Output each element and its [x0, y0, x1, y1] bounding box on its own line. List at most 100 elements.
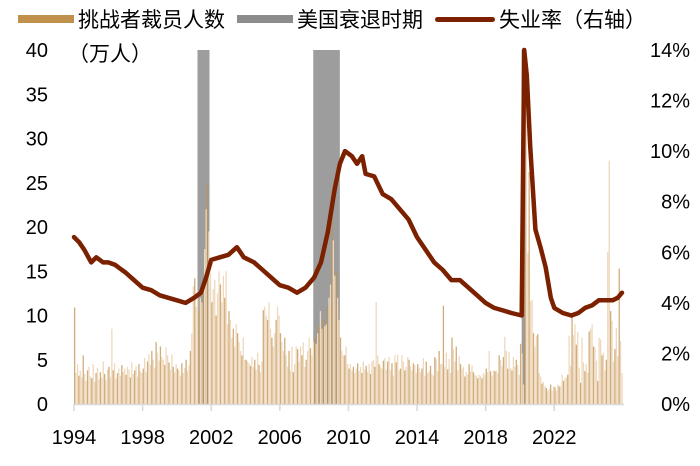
layoffs-bar — [428, 371, 430, 404]
layoffs-bar — [488, 350, 490, 404]
layoffs-bar — [191, 333, 193, 404]
layoffs-bar — [131, 362, 133, 404]
layoffs-bar — [465, 372, 467, 404]
layoffs-bar — [305, 359, 307, 404]
layoffs-bar — [414, 365, 416, 404]
left-y-tick-label: 15 — [26, 261, 48, 283]
layoffs-bar — [202, 280, 204, 404]
layoffs-bar — [255, 369, 257, 404]
layoffs-bar — [234, 346, 236, 404]
layoffs-bar — [211, 302, 213, 404]
layoffs-bar — [389, 370, 392, 404]
x-tick-label: 1994 — [52, 427, 97, 449]
layoffs-bar — [246, 361, 249, 404]
layoffs-bar — [484, 374, 486, 404]
layoffs-bar — [587, 373, 589, 404]
layoffs-bar — [192, 286, 194, 404]
layoffs-bar — [592, 346, 595, 404]
layoffs-bar — [477, 378, 479, 404]
legend-item-unemployment: 失业率（右轴） — [429, 4, 646, 34]
layoffs-bar — [329, 284, 332, 404]
layoffs-bar — [402, 361, 405, 404]
layoffs-bar — [189, 350, 192, 404]
layoffs-bar — [411, 370, 413, 404]
layoffs-bar — [299, 346, 302, 404]
layoffs-bar — [228, 311, 230, 404]
layoffs-bar — [459, 364, 462, 404]
layoffs-bar — [287, 366, 289, 404]
layoffs-bar — [112, 370, 114, 404]
layoffs-bar — [521, 353, 523, 404]
layoffs-bar — [315, 343, 317, 404]
right-y-tick-label: 2% — [661, 343, 690, 365]
layoffs-bar — [138, 364, 140, 404]
layoffs-bar — [555, 390, 557, 404]
layoffs-bar — [302, 342, 304, 404]
layoffs-bar — [175, 364, 177, 404]
layoffs-bar — [505, 350, 508, 404]
layoffs-bar — [377, 355, 379, 404]
layoffs-bar — [352, 366, 355, 404]
layoffs-bar — [318, 326, 320, 404]
layoffs-bar — [141, 373, 143, 404]
legend-label-layoffs: 挑战者裁员人数 — [78, 9, 225, 32]
layoffs-bar — [314, 337, 316, 404]
layoffs-bar — [461, 368, 463, 404]
layoffs-bar — [184, 367, 186, 404]
layoffs-bar — [324, 326, 326, 404]
layoffs-bar — [271, 337, 273, 404]
layoffs-bar — [524, 50, 526, 404]
layoffs-bar — [401, 355, 403, 404]
layoffs-bar — [126, 366, 129, 404]
layoffs-bar — [212, 288, 214, 404]
layoffs-bar — [304, 366, 306, 404]
layoffs-bar — [92, 364, 94, 404]
layoffs-bar — [570, 365, 572, 404]
layoffs-bar — [119, 375, 122, 404]
x-tick-label: 2022 — [532, 427, 577, 449]
right-y-tick-label: 14% — [650, 40, 690, 62]
layoffs-bar — [279, 333, 282, 404]
layoffs-bar — [95, 373, 97, 404]
layoffs-bar — [209, 273, 212, 404]
left-y-tick-label: 40 — [26, 40, 48, 62]
unemployment-line-path — [71, 47, 625, 318]
right-y-tick-label: 6% — [661, 242, 690, 264]
layoffs-bar — [515, 359, 517, 404]
layoffs-bar — [605, 359, 608, 404]
layoffs-bar — [111, 328, 113, 404]
layoffs-bar — [365, 365, 367, 404]
layoffs-bar — [166, 355, 169, 404]
layoffs-bar — [547, 390, 549, 404]
layoffs-bar — [528, 172, 530, 404]
layoffs-bar — [222, 275, 225, 404]
layoffs-bar — [604, 370, 606, 404]
layoffs-bar — [132, 373, 134, 404]
layoffs-bar — [579, 382, 582, 404]
layoffs-bar — [432, 375, 435, 404]
layoffs-bar — [311, 355, 313, 404]
layoffs-bar — [169, 369, 172, 404]
layoffs-bar — [289, 370, 292, 404]
layoffs-bar — [435, 358, 437, 404]
layoffs-bar — [266, 319, 269, 404]
layoffs-bar — [258, 365, 260, 404]
layoffs-bar — [455, 346, 457, 404]
layoffs-bar — [75, 373, 77, 404]
layoffs-bar — [482, 373, 485, 404]
layoffs-bar — [491, 375, 493, 404]
layoffs-bar — [135, 365, 137, 404]
layoffs-bar — [597, 380, 599, 404]
layoffs-bar — [511, 370, 513, 404]
layoffs-bar — [178, 370, 180, 404]
layoffs-bar — [527, 252, 529, 404]
layoffs-bar — [621, 373, 623, 404]
layoffs-bar — [594, 347, 596, 404]
layoffs-bar — [357, 363, 359, 404]
layoffs-bar — [421, 368, 423, 404]
layoffs-bar — [83, 373, 86, 404]
layoffs-bar — [429, 365, 432, 404]
layoffs-bar — [148, 354, 150, 404]
layoffs-bar — [98, 379, 100, 404]
layoffs-bar — [89, 376, 92, 404]
